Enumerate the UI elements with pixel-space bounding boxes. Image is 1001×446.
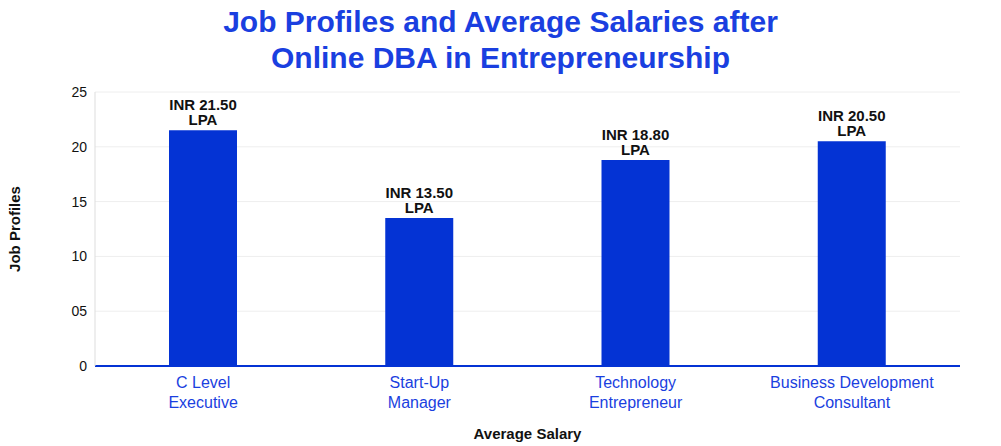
- svg-text:Start-UpManager: Start-UpManager: [388, 374, 452, 411]
- svg-text:10: 10: [71, 248, 87, 264]
- svg-text:INR 13.50LPA: INR 13.50LPA: [385, 184, 453, 216]
- svg-text:05: 05: [71, 303, 87, 319]
- svg-text:Business DevelopmentConsultant: Business DevelopmentConsultant: [770, 374, 934, 411]
- html-text:Job Profiles and Average Salar: Job Profiles and Average Salaries after: [223, 5, 778, 38]
- svg-text:0: 0: [79, 358, 87, 374]
- svg-text:Job Profiles: Job Profiles: [8, 186, 23, 272]
- svg-text:INR 21.50LPA: INR 21.50LPA: [169, 96, 237, 128]
- svg-text:C LevelExecutive: C LevelExecutive: [168, 374, 237, 411]
- svg-text:25: 25: [71, 84, 87, 100]
- svg-text:TechnologyEntrepreneur: TechnologyEntrepreneur: [589, 374, 683, 411]
- svg-text:INR 20.50LPA: INR 20.50LPA: [818, 107, 886, 139]
- svg-text:20: 20: [71, 139, 87, 155]
- svg-text:15: 15: [71, 194, 87, 210]
- html-text:Online DBA in Entrepreneurship: Online DBA in Entrepreneurship: [271, 41, 730, 74]
- svg-text:INR 18.80LPA: INR 18.80LPA: [602, 126, 670, 158]
- svg-text:Average Salary: Average Salary: [474, 425, 583, 442]
